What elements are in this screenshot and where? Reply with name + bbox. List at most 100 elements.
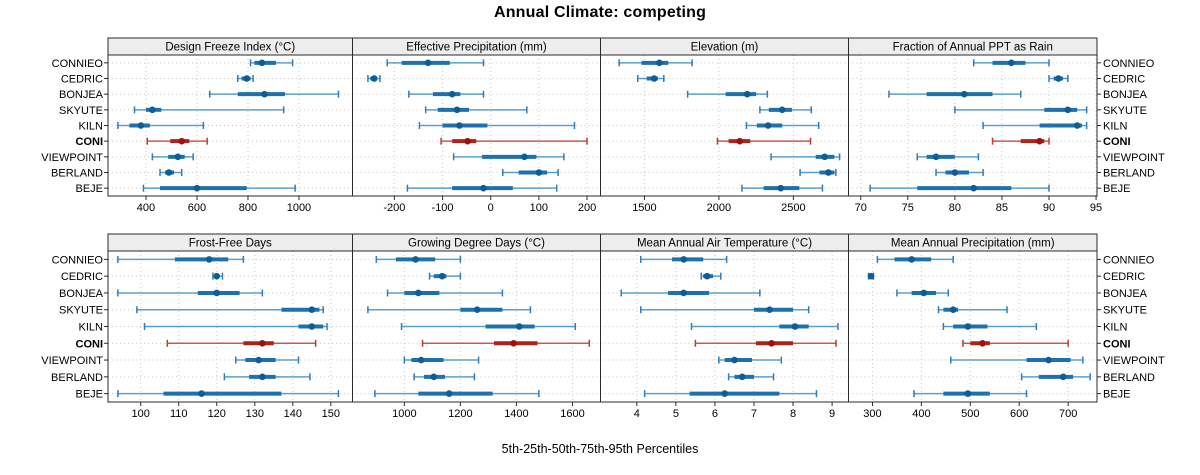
x-tick-label: -200: [383, 202, 405, 214]
interval-beje-median-dot: [445, 390, 453, 397]
interval-kiln-median-dot: [764, 122, 772, 129]
interval-beje-median-dot: [777, 184, 785, 192]
x-tick-label: 75: [902, 202, 914, 214]
x-tick-label: 7: [751, 408, 757, 420]
interval-viewpoint-median-dot: [417, 356, 425, 364]
interval-viewpoint-median-dot: [255, 356, 262, 364]
interval-berland-median-dot: [951, 169, 959, 176]
interval-coni-median-dot: [178, 137, 185, 145]
x-tick-label: 80: [949, 202, 961, 214]
interval-connieo-median-dot: [656, 59, 663, 67]
interval-beje-median-dot: [193, 184, 201, 192]
interval-beje-median-dot: [964, 390, 972, 397]
site-label-right: CONNIEO: [1103, 254, 1155, 266]
site-label-right: VIEWPOINT: [1103, 355, 1165, 367]
site-label-left: SKYUTE: [59, 305, 103, 317]
interval-skyute-median-dot: [308, 306, 316, 314]
site-label-right: SKYUTE: [1103, 305, 1147, 317]
interval-beje-median-dot: [721, 390, 728, 397]
interval-viewpoint-median-dot: [521, 153, 528, 161]
interval-bonjea-median-dot: [680, 289, 687, 297]
interval-cedric-median-dot: [370, 75, 378, 82]
x-tick-label: 700: [1059, 408, 1077, 420]
interval-coni-median-dot: [464, 137, 471, 145]
interval-berland-median-dot: [535, 169, 543, 176]
x-tick-label: 95: [1090, 202, 1102, 214]
site-label-left: BERLAND: [51, 168, 103, 180]
interval-beje-median-dot: [480, 184, 487, 192]
site-label-right: BONJEA: [1103, 288, 1148, 300]
panel-strip-label: Design Freeze Index (°C): [165, 42, 295, 54]
interval-bonjea-median-dot: [960, 90, 968, 98]
site-label-left: CONI: [76, 136, 104, 148]
site-label-right: CEDRIC: [1103, 271, 1145, 283]
interval-coni-median-dot: [979, 339, 986, 347]
site-label-left: CEDRIC: [61, 74, 103, 86]
x-tick-label: -100: [432, 202, 454, 214]
interval-coni-median-dot: [736, 137, 744, 145]
site-label-left: BEJE: [75, 183, 103, 195]
interval-cedric-median-dot: [438, 272, 446, 280]
x-tick-label: 130: [246, 408, 264, 420]
interval-cedric-median-dot: [243, 75, 250, 82]
interval-bonjea-median-dot: [261, 90, 268, 98]
x-tick-label: 1000: [392, 408, 416, 420]
x-tick-label: 8: [790, 408, 796, 420]
panel-strip-label: Growing Degree Days (°C): [408, 238, 545, 250]
interval-viewpoint-median-dot: [731, 356, 738, 364]
interval-berland-median-dot: [430, 373, 438, 381]
interval-cedric-median-dot: [213, 272, 221, 280]
panel-strip: [848, 37, 1098, 56]
x-tick-label: 2000: [707, 202, 731, 214]
interval-connieo-median-dot: [908, 256, 915, 263]
site-label-left: BONJEA: [59, 288, 104, 300]
site-label-left: SKYUTE: [59, 105, 103, 117]
panel-strip-label: Mean Annual Air Temperature (°C): [637, 238, 812, 250]
interval-viewpoint-median-dot: [821, 153, 828, 161]
interval-skyute-median-dot: [149, 106, 156, 114]
interval-kiln-median-dot: [308, 323, 316, 330]
interval-cedric-median-dot: [1055, 75, 1062, 82]
interval-bonjea-median-dot: [448, 90, 456, 98]
x-tick-label: 1500: [632, 202, 656, 214]
site-label-left: KILN: [79, 322, 104, 334]
site-label-right: BEJE: [1103, 389, 1131, 401]
site-label-right: BONJEA: [1103, 89, 1148, 101]
interval-kiln-median-dot: [137, 122, 145, 129]
interval-coni-median-dot: [510, 339, 517, 347]
interval-bonjea-median-dot: [920, 289, 928, 297]
x-tick-label: 6: [712, 408, 718, 420]
interval-berland-median-dot: [259, 373, 266, 381]
site-label-right: CONI: [1103, 136, 1131, 148]
interval-berland-median-dot: [1059, 373, 1067, 381]
x-tick-label: 120: [208, 408, 226, 420]
site-label-left: VIEWPOINT: [41, 152, 103, 164]
interval-coni-median-dot: [768, 339, 775, 347]
interval-connieo-median-dot: [424, 59, 432, 67]
site-label-left: CONNIEO: [52, 58, 104, 70]
interval-bonjea-median-dot: [415, 289, 422, 297]
interval-bonjea-median-dot: [743, 90, 751, 98]
interval-viewpoint-median-dot: [1045, 356, 1052, 364]
x-tick-label: 400: [912, 408, 930, 420]
interval-coni-median-dot: [1036, 137, 1043, 145]
panel-strip-label: Frost-Free Days: [189, 238, 272, 250]
interval-connieo-median-dot: [1008, 59, 1015, 67]
site-label-right: CEDRIC: [1103, 74, 1145, 86]
x-tick-label: 150: [322, 408, 340, 420]
site-label-left: CONNIEO: [52, 254, 104, 266]
x-tick-label: 90: [1043, 202, 1055, 214]
interval-cedric-median-dot: [650, 75, 658, 82]
interval-connieo-median-dot: [412, 256, 419, 263]
site-label-right: CONI: [1103, 338, 1131, 350]
site-label-right: VIEWPOINT: [1103, 152, 1165, 164]
site-label-right: CONNIEO: [1103, 58, 1155, 70]
x-tick-label: 70: [855, 202, 867, 214]
interval-coni-median-dot: [259, 339, 266, 347]
x-tick-label: 4: [634, 408, 640, 420]
site-label-right: BEJE: [1103, 183, 1131, 195]
x-tick-label: 1400: [504, 408, 528, 420]
panel-strip-label: Fraction of Annual PPT as Rain: [893, 42, 1053, 54]
interval-skyute-median-dot: [1064, 106, 1072, 114]
